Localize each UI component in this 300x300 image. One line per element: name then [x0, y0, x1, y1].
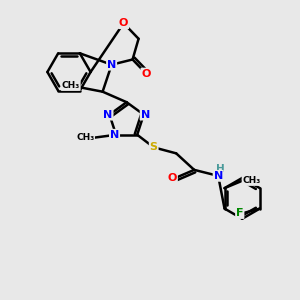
Text: N: N	[107, 60, 116, 70]
Text: O: O	[168, 173, 177, 183]
Text: CH₃: CH₃	[242, 176, 261, 185]
Text: CH₃: CH₃	[62, 81, 80, 90]
Text: N: N	[110, 130, 119, 140]
Text: O: O	[119, 18, 128, 28]
Text: S: S	[150, 142, 158, 152]
Text: O: O	[141, 69, 151, 79]
Text: N: N	[103, 110, 112, 120]
Text: CH₃: CH₃	[76, 133, 94, 142]
Text: H: H	[216, 164, 225, 174]
Text: N: N	[214, 171, 223, 181]
Text: F: F	[236, 208, 244, 218]
Text: N: N	[141, 110, 150, 120]
